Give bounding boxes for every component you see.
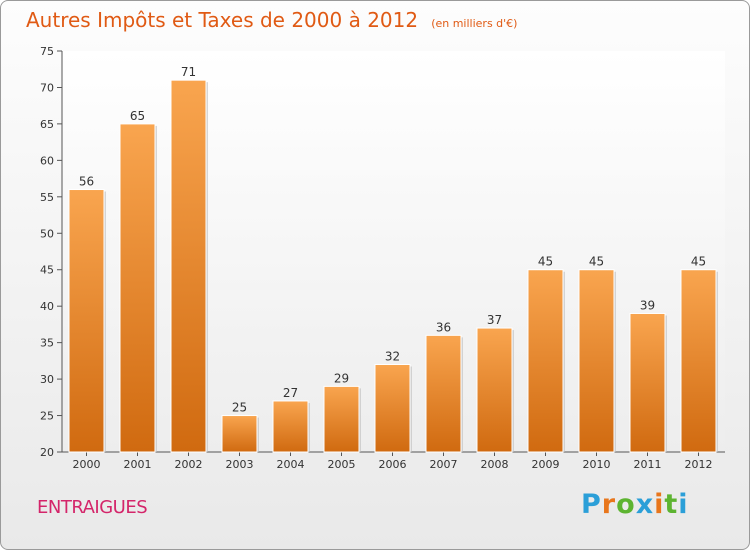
bar-2004[interactable] — [272, 400, 309, 453]
y-tick-label: 45 — [40, 264, 54, 277]
y-tick-label: 25 — [40, 410, 54, 423]
data-label: 45 — [589, 255, 604, 269]
y-tick-label: 70 — [40, 81, 54, 94]
commune-name: ENTRAIGUES — [37, 497, 148, 518]
bar-2009[interactable] — [527, 269, 564, 453]
logo-letter: t — [664, 489, 679, 520]
logo-letter: x — [635, 489, 655, 520]
x-tick-label: 2000 — [73, 458, 101, 471]
x-tick-label: 2004 — [277, 458, 305, 471]
data-label: 29 — [334, 371, 349, 385]
data-label: 36 — [436, 320, 451, 334]
x-tick-label: 2012 — [685, 458, 713, 471]
data-labels: 56 65 71 25 27 29 32 36 37 45 45 39 45 — [79, 65, 706, 414]
bar-2003[interactable] — [221, 415, 258, 453]
data-label: 25 — [232, 401, 247, 415]
x-tick-label: 2005 — [328, 458, 356, 471]
x-tick-label: 2008 — [481, 458, 509, 471]
y-axis: 20 25 30 35 40 45 50 55 60 65 70 75 — [40, 45, 63, 459]
data-label: 45 — [538, 255, 553, 269]
data-label: 45 — [691, 255, 706, 269]
x-tick-label: 2011 — [634, 458, 662, 471]
logo-letter: P — [581, 489, 602, 520]
y-tick-label: 50 — [40, 227, 54, 240]
data-label: 71 — [181, 65, 196, 79]
bars — [68, 79, 718, 453]
bar-2001[interactable] — [119, 123, 156, 453]
chart-title: Autres Impôts et Taxes de 2000 à 2012 — [26, 8, 419, 32]
data-label: 56 — [79, 175, 94, 189]
bar-2000[interactable] — [68, 189, 105, 453]
bar-2010[interactable] — [578, 269, 615, 453]
x-tick-label: 2003 — [226, 458, 254, 471]
y-tick-label: 60 — [40, 154, 54, 167]
bar-2011[interactable] — [629, 312, 666, 453]
logo-letter: o — [616, 489, 636, 520]
y-tick-label: 30 — [40, 373, 54, 386]
x-axis: 2000 2001 2002 2003 2004 2005 2006 2007 2008 2009… — [62, 451, 725, 471]
data-label: 32 — [385, 350, 400, 364]
data-label: 39 — [640, 298, 655, 312]
bar-2002[interactable] — [170, 79, 207, 453]
bar-2012[interactable] — [680, 269, 717, 453]
y-tick-label: 75 — [40, 45, 54, 58]
logo-letter: i — [654, 489, 665, 520]
x-tick-label: 2009 — [532, 458, 560, 471]
bar-2005[interactable] — [323, 385, 360, 453]
logo-letter: i — [678, 489, 689, 520]
bar-2008[interactable] — [476, 327, 513, 453]
y-tick-label: 40 — [40, 300, 54, 313]
data-label: 27 — [283, 386, 298, 400]
y-tick-label: 20 — [40, 446, 54, 459]
data-label: 65 — [130, 109, 145, 123]
x-tick-label: 2006 — [379, 458, 407, 471]
logo-letter: r — [601, 489, 617, 520]
title-row: Autres Impôts et Taxes de 2000 à 2012 (e… — [26, 8, 517, 32]
bar-2006[interactable] — [374, 364, 411, 453]
data-label: 37 — [487, 313, 502, 327]
y-tick-label: 65 — [40, 118, 54, 131]
proxiti-logo[interactable]: Proxiti — [581, 489, 689, 520]
y-tick-label: 55 — [40, 191, 54, 204]
x-tick-label: 2002 — [175, 458, 203, 471]
y-tick-label: 35 — [40, 337, 54, 350]
bar-2007[interactable] — [425, 334, 462, 453]
x-tick-label: 2007 — [430, 458, 458, 471]
x-tick-label: 2010 — [583, 458, 611, 471]
chart-subtitle: (en milliers d'€) — [431, 17, 518, 30]
x-tick-label: 2001 — [124, 458, 152, 471]
